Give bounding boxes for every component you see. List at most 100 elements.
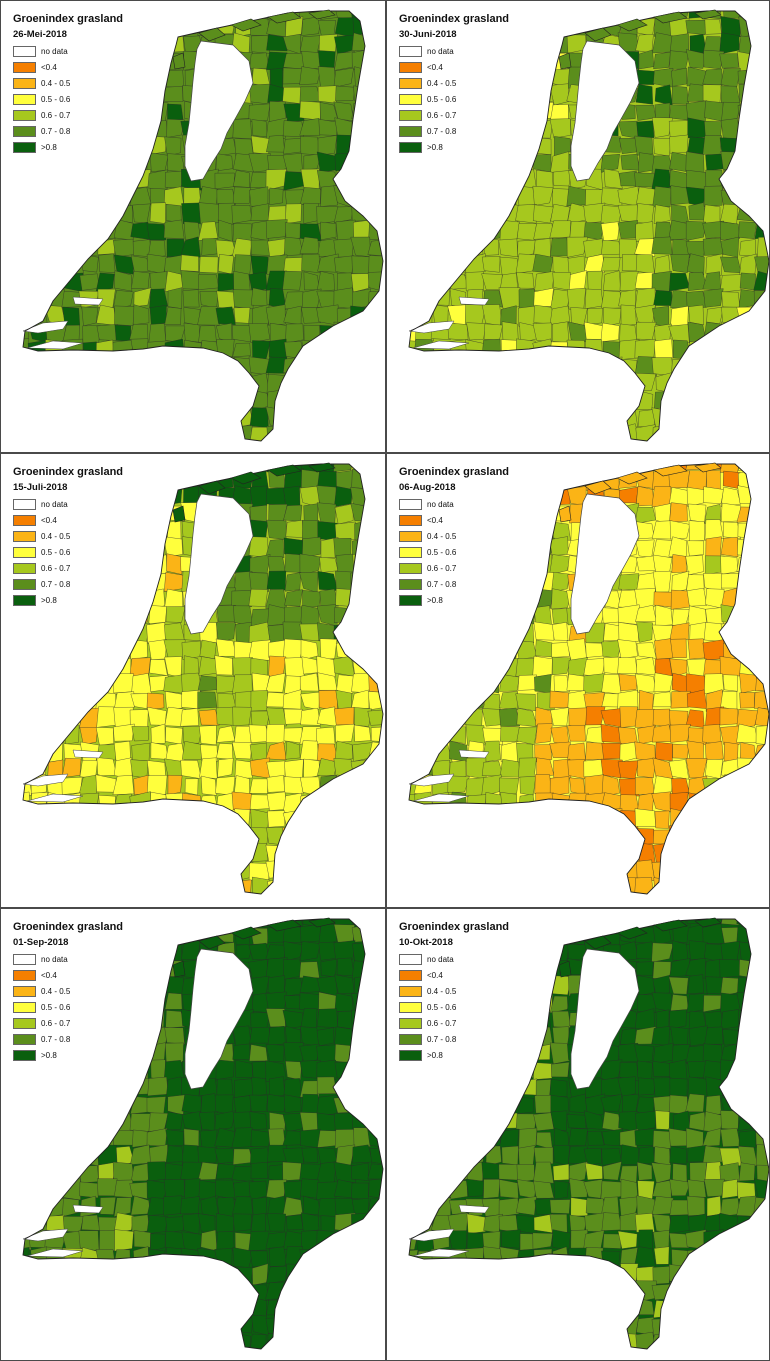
municipality-region xyxy=(702,778,723,796)
municipality-region xyxy=(413,1264,432,1286)
municipality-region xyxy=(449,1263,467,1284)
legend-swatch xyxy=(399,985,422,997)
municipality-region xyxy=(600,1332,622,1349)
municipality-region xyxy=(112,673,134,694)
municipality-region xyxy=(197,464,218,473)
municipality-region xyxy=(535,442,553,453)
municipality-region xyxy=(27,709,47,726)
municipality-region xyxy=(705,791,722,814)
municipality-region xyxy=(517,168,537,188)
map-legend: no data <0.4 0.4 - 0.5 0.5 - 0.6 0.6 - 0.7 0.… xyxy=(13,43,70,155)
municipality-region xyxy=(335,1248,352,1268)
municipality-region xyxy=(299,410,322,429)
municipality-region xyxy=(483,861,504,882)
municipality-region xyxy=(719,274,742,293)
municipality-region xyxy=(350,305,371,325)
estuary-water xyxy=(26,1248,84,1258)
municipality-region xyxy=(285,1299,303,1318)
municipality-region xyxy=(702,375,723,395)
municipality-region xyxy=(409,1299,418,1318)
municipality-region xyxy=(147,1351,168,1361)
municipality-region xyxy=(687,376,707,395)
estuary-water xyxy=(458,296,490,306)
municipality-region xyxy=(534,774,552,794)
municipality-region xyxy=(753,68,769,89)
municipality-region xyxy=(284,759,304,779)
municipality-region xyxy=(336,338,354,361)
municipality-region xyxy=(333,1161,356,1183)
municipality-region xyxy=(517,119,538,139)
municipality-region xyxy=(736,1215,759,1231)
municipality-region xyxy=(265,1317,287,1335)
municipality-region xyxy=(61,1314,83,1336)
municipality-region xyxy=(415,1111,432,1131)
municipality-region xyxy=(147,974,166,993)
municipality-region xyxy=(485,792,503,812)
municipality-region xyxy=(568,895,588,908)
municipality-region xyxy=(482,1263,501,1284)
municipality-region xyxy=(232,1213,252,1232)
municipality-region xyxy=(688,202,707,221)
legend-swatch xyxy=(399,93,422,105)
municipality-region xyxy=(215,622,236,643)
municipality-region xyxy=(249,444,269,453)
municipality-region xyxy=(79,843,98,865)
municipality-region xyxy=(370,1299,383,1318)
municipality-region xyxy=(129,1113,151,1132)
municipality-region xyxy=(723,774,742,796)
municipality-region xyxy=(533,409,555,429)
municipality-region xyxy=(129,440,152,441)
municipality-region xyxy=(199,725,217,746)
municipality-region xyxy=(147,826,168,847)
municipality-region xyxy=(232,118,253,140)
municipality-region xyxy=(28,440,47,441)
municipality-region xyxy=(336,674,355,695)
municipality-region xyxy=(753,408,769,428)
municipality-region xyxy=(533,941,552,959)
municipality-region xyxy=(583,842,604,861)
municipality-region xyxy=(269,1351,285,1361)
municipality-region xyxy=(703,995,722,1013)
wadden-island xyxy=(198,480,226,495)
municipality-region xyxy=(568,1128,588,1147)
municipality-region xyxy=(467,896,485,908)
estuary-water xyxy=(22,773,69,787)
municipality-region xyxy=(467,390,487,411)
municipality-region xyxy=(689,357,707,377)
municipality-region xyxy=(299,623,321,641)
municipality-region xyxy=(148,15,166,36)
municipality-region xyxy=(99,100,117,122)
municipality-region xyxy=(417,658,433,678)
municipality-region xyxy=(551,1267,569,1286)
municipality-region xyxy=(149,487,166,508)
municipality-region xyxy=(535,792,554,814)
municipality-region xyxy=(653,672,674,693)
municipality-region xyxy=(448,423,470,441)
municipality-region xyxy=(466,958,483,978)
municipality-region xyxy=(721,1263,737,1285)
country-outline xyxy=(22,918,384,1350)
municipality-region xyxy=(601,1314,621,1336)
municipality-region xyxy=(299,808,318,830)
municipality-region xyxy=(636,897,653,908)
municipality-region xyxy=(23,1316,31,1335)
municipality-region xyxy=(720,992,741,1014)
municipality-region xyxy=(532,358,555,378)
municipality-region xyxy=(182,844,200,864)
municipality-region xyxy=(516,272,535,289)
municipality-region xyxy=(738,572,757,591)
municipality-region xyxy=(409,357,419,375)
municipality-region xyxy=(367,357,383,378)
municipality-region xyxy=(62,425,80,441)
municipality-region xyxy=(619,138,640,154)
municipality-region xyxy=(231,741,253,760)
municipality-region xyxy=(584,288,604,309)
municipality-region xyxy=(78,86,99,106)
municipality-region xyxy=(147,844,167,865)
municipality-region xyxy=(217,758,234,778)
municipality-region xyxy=(165,373,184,395)
municipality-region xyxy=(80,1315,97,1335)
wadden-island xyxy=(198,27,226,42)
municipality-region xyxy=(234,726,252,744)
municipality-region xyxy=(149,288,168,309)
